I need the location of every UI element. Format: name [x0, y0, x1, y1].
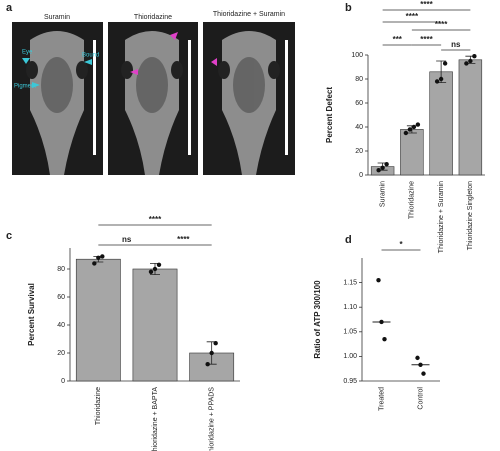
image-title: Thioridazine + Suramin [213, 11, 285, 18]
y-tick-label: 60 [355, 100, 363, 107]
bar [429, 71, 453, 176]
panel-letter: b [345, 2, 352, 14]
x-tick-label: Treated [378, 387, 385, 411]
x-tick-label: Thioridazine + Suramin [438, 181, 445, 253]
y-tick-label: 20 [355, 148, 363, 155]
significance-label: **** [420, 35, 433, 44]
significance-label: ns [451, 40, 461, 49]
data-point [442, 61, 448, 66]
data-point [468, 58, 473, 64]
y-tick-label: 1.10 [343, 304, 357, 311]
panel-letter: d [345, 234, 352, 246]
significance-label: **** [177, 235, 190, 244]
y-tick-label: 80 [57, 266, 65, 273]
y-tick-label: 1.15 [343, 279, 357, 286]
image-title: Thioridazine [134, 14, 172, 21]
y-tick-label: 1.05 [343, 329, 357, 336]
bar [132, 268, 178, 382]
tadpole-images: Suramin Thioridazine Thioridazine + Sura… [12, 11, 295, 175]
data-point [376, 168, 381, 173]
significance-label: * [399, 240, 403, 249]
y-tick-label: 20 [57, 350, 65, 357]
data-point [384, 162, 389, 167]
y-axis-label: Percent Defect [325, 87, 334, 143]
data-point [438, 76, 444, 82]
scale-bars [93, 40, 288, 155]
data-point [205, 362, 210, 367]
data-point [156, 262, 162, 267]
y-tick-label: 40 [355, 124, 363, 131]
y-tick-label: 0 [359, 172, 363, 179]
data-point [379, 319, 384, 325]
data-point [407, 127, 413, 132]
bar [400, 129, 424, 176]
x-tick-label: Thioridazine [95, 387, 102, 425]
y-tick-label: 60 [57, 294, 65, 301]
y-tick-label: 0.95 [343, 378, 357, 385]
significance-label: **** [149, 215, 162, 224]
y-tick-label: 100 [351, 52, 363, 59]
x-tick-label: Thioridazine [409, 181, 416, 219]
data-point [92, 261, 97, 266]
x-tick-label: Thioridazine + BAPTA [152, 387, 159, 451]
y-axis-label: Ratio of ATP 300/100 [313, 280, 322, 359]
data-point [382, 336, 387, 342]
panel-letter: a [6, 2, 13, 14]
data-point [376, 277, 381, 283]
significance-label: *** [393, 35, 403, 44]
data-point [152, 266, 158, 272]
y-axis-label: Percent Survival [27, 283, 36, 346]
data-point [213, 341, 218, 346]
callout-arrows [22, 58, 92, 88]
pigment [41, 57, 265, 113]
data-point [472, 54, 477, 59]
callout: Pigment [14, 84, 36, 90]
x-tick-label: Suramin [379, 181, 386, 207]
data-point [209, 350, 214, 356]
data-point [411, 124, 417, 130]
callout: Eye [22, 50, 33, 56]
data-point [403, 130, 409, 136]
bar [458, 59, 483, 176]
x-tick-label: Control [417, 387, 424, 410]
callout: Bound [82, 53, 99, 59]
data-point [415, 122, 421, 127]
y-tick-label: 1.00 [343, 353, 357, 360]
data-point [415, 355, 420, 361]
panel-letter: c [6, 230, 12, 242]
significance-label: **** [435, 20, 448, 29]
data-point [418, 362, 423, 367]
image-title: Suramin [44, 14, 70, 21]
y-tick-label: 40 [57, 322, 65, 329]
significance-label: **** [406, 12, 419, 21]
bar [75, 258, 121, 382]
data-point [421, 371, 426, 376]
data-point [96, 255, 101, 260]
data-point [380, 165, 385, 170]
x-tick-label: Thioridazine + PPADS [209, 387, 216, 451]
data-point [100, 254, 105, 259]
data-point [464, 61, 469, 66]
significance-label: ns [122, 235, 132, 244]
data-point [148, 269, 154, 274]
data-point [434, 79, 440, 84]
x-tick-label: Thioridazine Singleton [467, 181, 474, 250]
significance-label: **** [420, 0, 433, 9]
y-tick-label: 80 [355, 76, 363, 83]
y-tick-label: 0 [61, 378, 65, 385]
eyes [26, 61, 280, 79]
arrows [130, 32, 217, 75]
